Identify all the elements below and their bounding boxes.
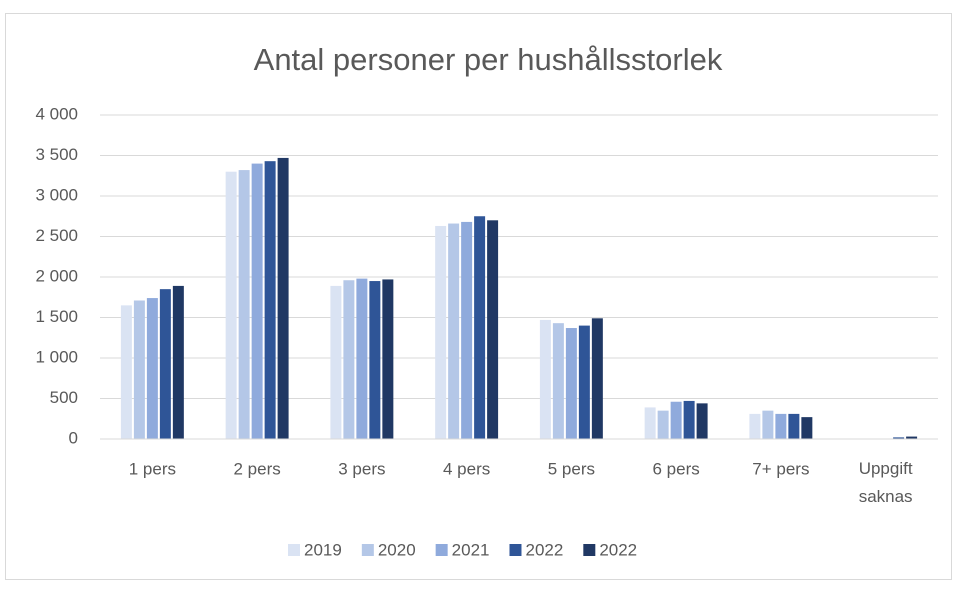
bar: [448, 224, 459, 439]
bar: [173, 286, 184, 439]
bar: [553, 323, 564, 439]
y-tick-label: 500: [50, 388, 78, 407]
y-tick-label: 3 500: [35, 145, 78, 164]
x-tick-label: 6 pers: [653, 459, 700, 478]
legend-label: 2022: [599, 540, 637, 559]
bar: [252, 164, 263, 439]
bar: [697, 403, 708, 439]
bar: [540, 320, 551, 439]
bar: [762, 411, 773, 439]
legend-swatch: [362, 544, 374, 556]
legend-label: 2019: [304, 540, 342, 559]
legend-swatch: [583, 544, 595, 556]
bar: [684, 401, 695, 439]
x-tick-label: 5 pers: [548, 459, 595, 478]
y-tick-label: 1 000: [35, 347, 78, 366]
bar: [749, 414, 760, 439]
bar: [239, 170, 250, 439]
bar: [147, 298, 158, 439]
bar: [369, 281, 380, 439]
bar: [579, 326, 590, 439]
bar: [671, 402, 682, 439]
bar: [160, 289, 171, 439]
bar: [788, 414, 799, 439]
bar: [356, 279, 367, 439]
legend-label: 2020: [378, 540, 416, 559]
bar: [566, 328, 577, 439]
bar: [645, 407, 656, 439]
bar: [343, 280, 354, 439]
bar: [121, 305, 132, 439]
x-tick-label: 3 pers: [338, 459, 385, 478]
y-tick-label: 4 000: [35, 104, 78, 123]
bar: [487, 220, 498, 439]
bar: [435, 226, 446, 439]
bar: [801, 417, 812, 439]
x-tick-label: 1 pers: [129, 459, 176, 478]
y-tick-label: 3 000: [35, 185, 78, 204]
bar: [330, 286, 341, 439]
legend-label: 2022: [525, 540, 563, 559]
legend-swatch: [288, 544, 300, 556]
legend-swatch: [509, 544, 521, 556]
legend-swatch: [436, 544, 448, 556]
bar: [278, 158, 289, 439]
bar: [134, 300, 145, 439]
legend-label: 2021: [452, 540, 490, 559]
x-tick-label: 2 pers: [234, 459, 281, 478]
y-tick-label: 2 500: [35, 226, 78, 245]
bar: [775, 414, 786, 439]
bar: [382, 279, 393, 439]
bar: [265, 161, 276, 439]
y-tick-label: 1 500: [35, 307, 78, 326]
bar: [474, 216, 485, 439]
bar: [226, 172, 237, 439]
y-tick-label: 2 000: [35, 266, 78, 285]
bar: [592, 318, 603, 439]
bar: [461, 222, 472, 439]
y-tick-label: 0: [69, 428, 78, 447]
x-tick-label: 7+ pers: [752, 459, 809, 478]
bar: [658, 411, 669, 439]
chart-title: Antal personer per hushållsstorlek: [254, 42, 723, 77]
x-tick-label: 4 pers: [443, 459, 490, 478]
